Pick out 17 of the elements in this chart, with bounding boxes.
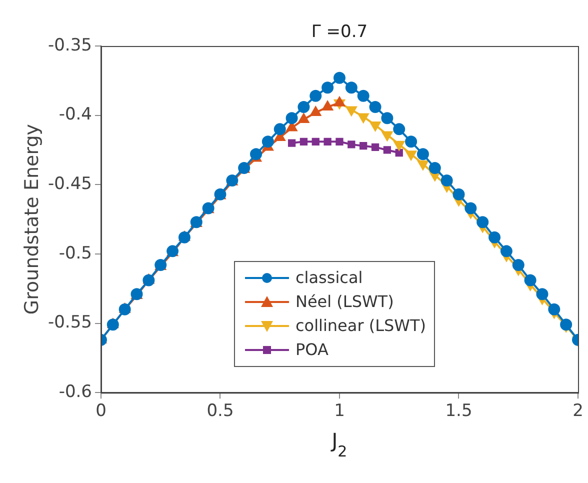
legend-label: Néel (LSWT) bbox=[295, 292, 394, 312]
x-tick-label: 0 bbox=[96, 401, 106, 422]
legend-label: classical bbox=[295, 268, 363, 288]
y-axis-title: Groundstate Energy bbox=[21, 124, 43, 315]
chart-title: Γ =0.7 bbox=[311, 22, 368, 42]
legend-label: collinear (LSWT) bbox=[295, 316, 426, 336]
y-tick-label: -0.55 bbox=[48, 312, 92, 333]
y-tick-label: -0.45 bbox=[48, 174, 92, 194]
x-tick-label: 1.5 bbox=[445, 401, 472, 422]
y-tick-label: -0.4 bbox=[58, 104, 92, 125]
x-tick-label: 0.5 bbox=[206, 401, 234, 422]
x-tick-label: 2 bbox=[572, 401, 584, 422]
y-tick-label: -0.6 bbox=[58, 382, 92, 402]
y-tick-label: -0.35 bbox=[48, 35, 92, 56]
y-tick-label: -0.5 bbox=[58, 243, 92, 264]
x-tick-label: 1 bbox=[334, 401, 345, 422]
legend-label: POA bbox=[295, 340, 328, 360]
